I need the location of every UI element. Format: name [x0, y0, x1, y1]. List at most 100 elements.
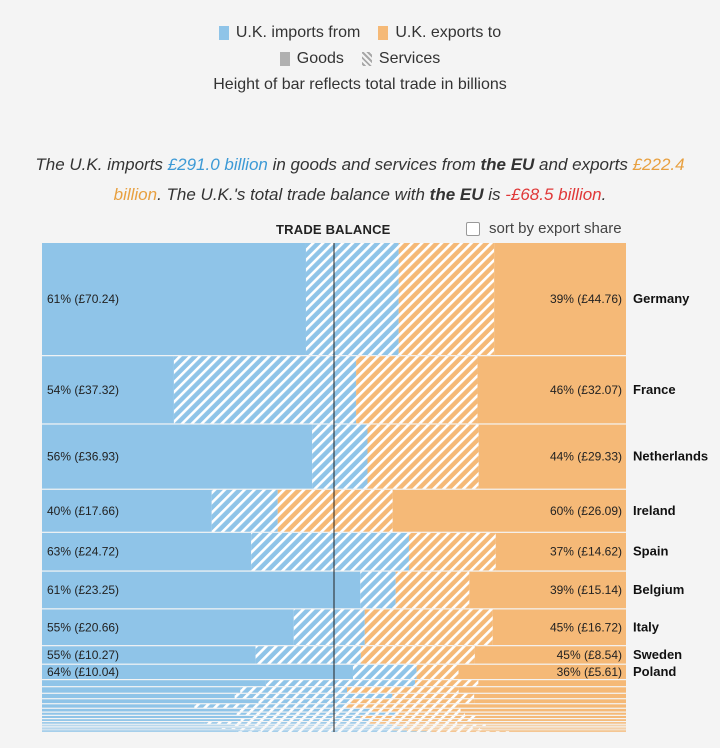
exports-goods-bar-france[interactable] [477, 356, 626, 424]
exports-goods-bar-sweden[interactable] [474, 646, 626, 664]
imports-goods-bar-poland[interactable] [42, 664, 353, 680]
exports-goods-bar-minor-14[interactable] [485, 729, 626, 731]
imports-services-bar-minor-11[interactable] [234, 724, 393, 726]
imports-services-bar-minor-1[interactable] [265, 680, 416, 687]
exports-goods-bar-minor-10[interactable] [457, 722, 626, 724]
exports-goods-bar-italy[interactable] [492, 609, 626, 646]
imports-goods-bar-france[interactable] [42, 356, 174, 424]
imports-services-bar-germany[interactable] [305, 243, 399, 356]
imports-services-bar-minor-2[interactable] [240, 687, 348, 693]
imports-services-bar-minor-7[interactable] [236, 712, 396, 715]
exports-goods-bar-netherlands[interactable] [478, 424, 626, 489]
exports-goods-bar-minor-6[interactable] [460, 708, 626, 712]
exports-goods-bar-minor-2[interactable] [458, 687, 626, 693]
legend-services[interactable]: Services [361, 50, 440, 68]
exports-services-bar-ireland[interactable] [277, 489, 393, 532]
imports-services-bar-minor-8[interactable] [249, 715, 361, 718]
legend-goods[interactable]: Goods [279, 50, 344, 68]
legend-imports[interactable]: U.K. imports from [218, 24, 360, 42]
imports-goods-bar-belgium[interactable] [42, 571, 361, 609]
sort-by-export-share[interactable]: sort by export share [466, 220, 622, 237]
exports-services-bar-minor-2[interactable] [347, 687, 459, 693]
exports-goods-bar-minor-13[interactable] [480, 728, 626, 729]
imports-goods-bar-minor-10[interactable] [42, 722, 205, 724]
imports-services-bar-minor-9[interactable] [240, 719, 373, 721]
exports-goods-bar-minor-5[interactable] [458, 704, 626, 708]
imports-services-bar-poland[interactable] [352, 664, 417, 680]
exports-services-bar-minor-1[interactable] [415, 680, 479, 687]
exports-goods-bar-germany[interactable] [494, 243, 626, 356]
imports-services-bar-minor-14[interactable] [234, 729, 393, 731]
exports-goods-bar-minor-11[interactable] [485, 724, 626, 726]
imports-goods-bar-minor-14[interactable] [42, 729, 235, 731]
imports-goods-bar-minor-15[interactable] [42, 730, 261, 732]
exports-goods-bar-minor-3[interactable] [474, 693, 626, 699]
imports-goods-bar-sweden[interactable] [42, 646, 256, 664]
exports-services-bar-minor-8[interactable] [360, 715, 480, 718]
exports-services-bar-minor-3[interactable] [392, 693, 475, 699]
imports-goods-bar-minor-9[interactable] [42, 719, 241, 721]
imports-goods-bar-ireland[interactable] [42, 489, 212, 532]
exports-services-bar-minor-15[interactable] [407, 730, 473, 732]
imports-services-bar-belgium[interactable] [360, 571, 396, 609]
exports-goods-bar-ireland[interactable] [392, 489, 626, 532]
imports-goods-bar-minor-12[interactable] [42, 726, 261, 728]
exports-goods-bar-belgium[interactable] [469, 571, 626, 609]
exports-services-bar-belgium[interactable] [395, 571, 470, 609]
imports-services-bar-minor-6[interactable] [239, 708, 372, 712]
exports-goods-bar-minor-15[interactable] [472, 730, 626, 732]
imports-goods-bar-minor-2[interactable] [42, 687, 241, 693]
imports-goods-bar-minor-5[interactable] [42, 704, 195, 708]
imports-goods-bar-minor-8[interactable] [42, 715, 250, 718]
exports-goods-bar-minor-4[interactable] [474, 699, 626, 704]
imports-services-bar-sweden[interactable] [255, 646, 361, 664]
exports-services-bar-minor-5[interactable] [346, 704, 459, 708]
exports-services-bar-minor-4[interactable] [351, 699, 475, 704]
exports-goods-bar-minor-7[interactable] [464, 712, 626, 715]
imports-services-bar-minor-13[interactable] [221, 728, 402, 729]
exports-services-bar-sweden[interactable] [360, 646, 475, 664]
imports-goods-bar-minor-6[interactable] [42, 708, 240, 712]
exports-services-bar-minor-7[interactable] [395, 712, 465, 715]
exports-services-bar-france[interactable] [356, 356, 478, 424]
imports-services-bar-minor-4[interactable] [258, 699, 352, 704]
exports-services-bar-spain[interactable] [408, 532, 496, 571]
imports-goods-bar-minor-16[interactable] [42, 731, 237, 733]
exports-services-bar-minor-12[interactable] [407, 726, 473, 728]
imports-goods-bar-minor-11[interactable] [42, 724, 235, 726]
legend-exports[interactable]: U.K. exports to [378, 24, 501, 42]
exports-services-bar-minor-16[interactable] [431, 731, 510, 733]
exports-goods-bar-minor-9[interactable] [474, 719, 626, 721]
exports-services-bar-minor-10[interactable] [366, 722, 458, 724]
exports-goods-bar-spain[interactable] [495, 532, 626, 571]
imports-goods-bar-minor-7[interactable] [42, 712, 237, 715]
exports-goods-bar-minor-12[interactable] [472, 726, 626, 728]
exports-services-bar-poland[interactable] [416, 664, 459, 680]
imports-services-bar-minor-3[interactable] [234, 693, 393, 699]
imports-services-bar-italy[interactable] [293, 609, 365, 646]
imports-services-bar-netherlands[interactable] [312, 424, 368, 489]
exports-goods-bar-poland[interactable] [458, 664, 626, 680]
imports-services-bar-minor-5[interactable] [194, 704, 347, 708]
imports-services-bar-ireland[interactable] [211, 489, 278, 532]
imports-goods-bar-germany[interactable] [42, 243, 306, 356]
imports-goods-bar-italy[interactable] [42, 609, 294, 646]
imports-goods-bar-minor-3[interactable] [42, 693, 235, 699]
exports-goods-bar-minor-1[interactable] [478, 680, 626, 687]
exports-services-bar-minor-9[interactable] [372, 719, 475, 721]
exports-services-bar-netherlands[interactable] [367, 424, 479, 489]
imports-services-bar-minor-10[interactable] [204, 722, 367, 724]
exports-services-bar-minor-14[interactable] [392, 729, 486, 731]
sort-checkbox[interactable] [466, 221, 480, 236]
imports-goods-bar-minor-4[interactable] [42, 699, 259, 704]
exports-services-bar-germany[interactable] [398, 243, 495, 356]
exports-goods-bar-minor-16[interactable] [509, 731, 626, 733]
imports-services-bar-spain[interactable] [251, 532, 409, 571]
imports-services-bar-france[interactable] [173, 356, 357, 424]
exports-services-bar-minor-6[interactable] [371, 708, 461, 712]
imports-goods-bar-minor-1[interactable] [42, 680, 266, 687]
imports-goods-bar-netherlands[interactable] [42, 424, 313, 489]
exports-services-bar-italy[interactable] [364, 609, 493, 646]
imports-goods-bar-spain[interactable] [42, 532, 252, 571]
exports-services-bar-minor-11[interactable] [392, 724, 486, 726]
